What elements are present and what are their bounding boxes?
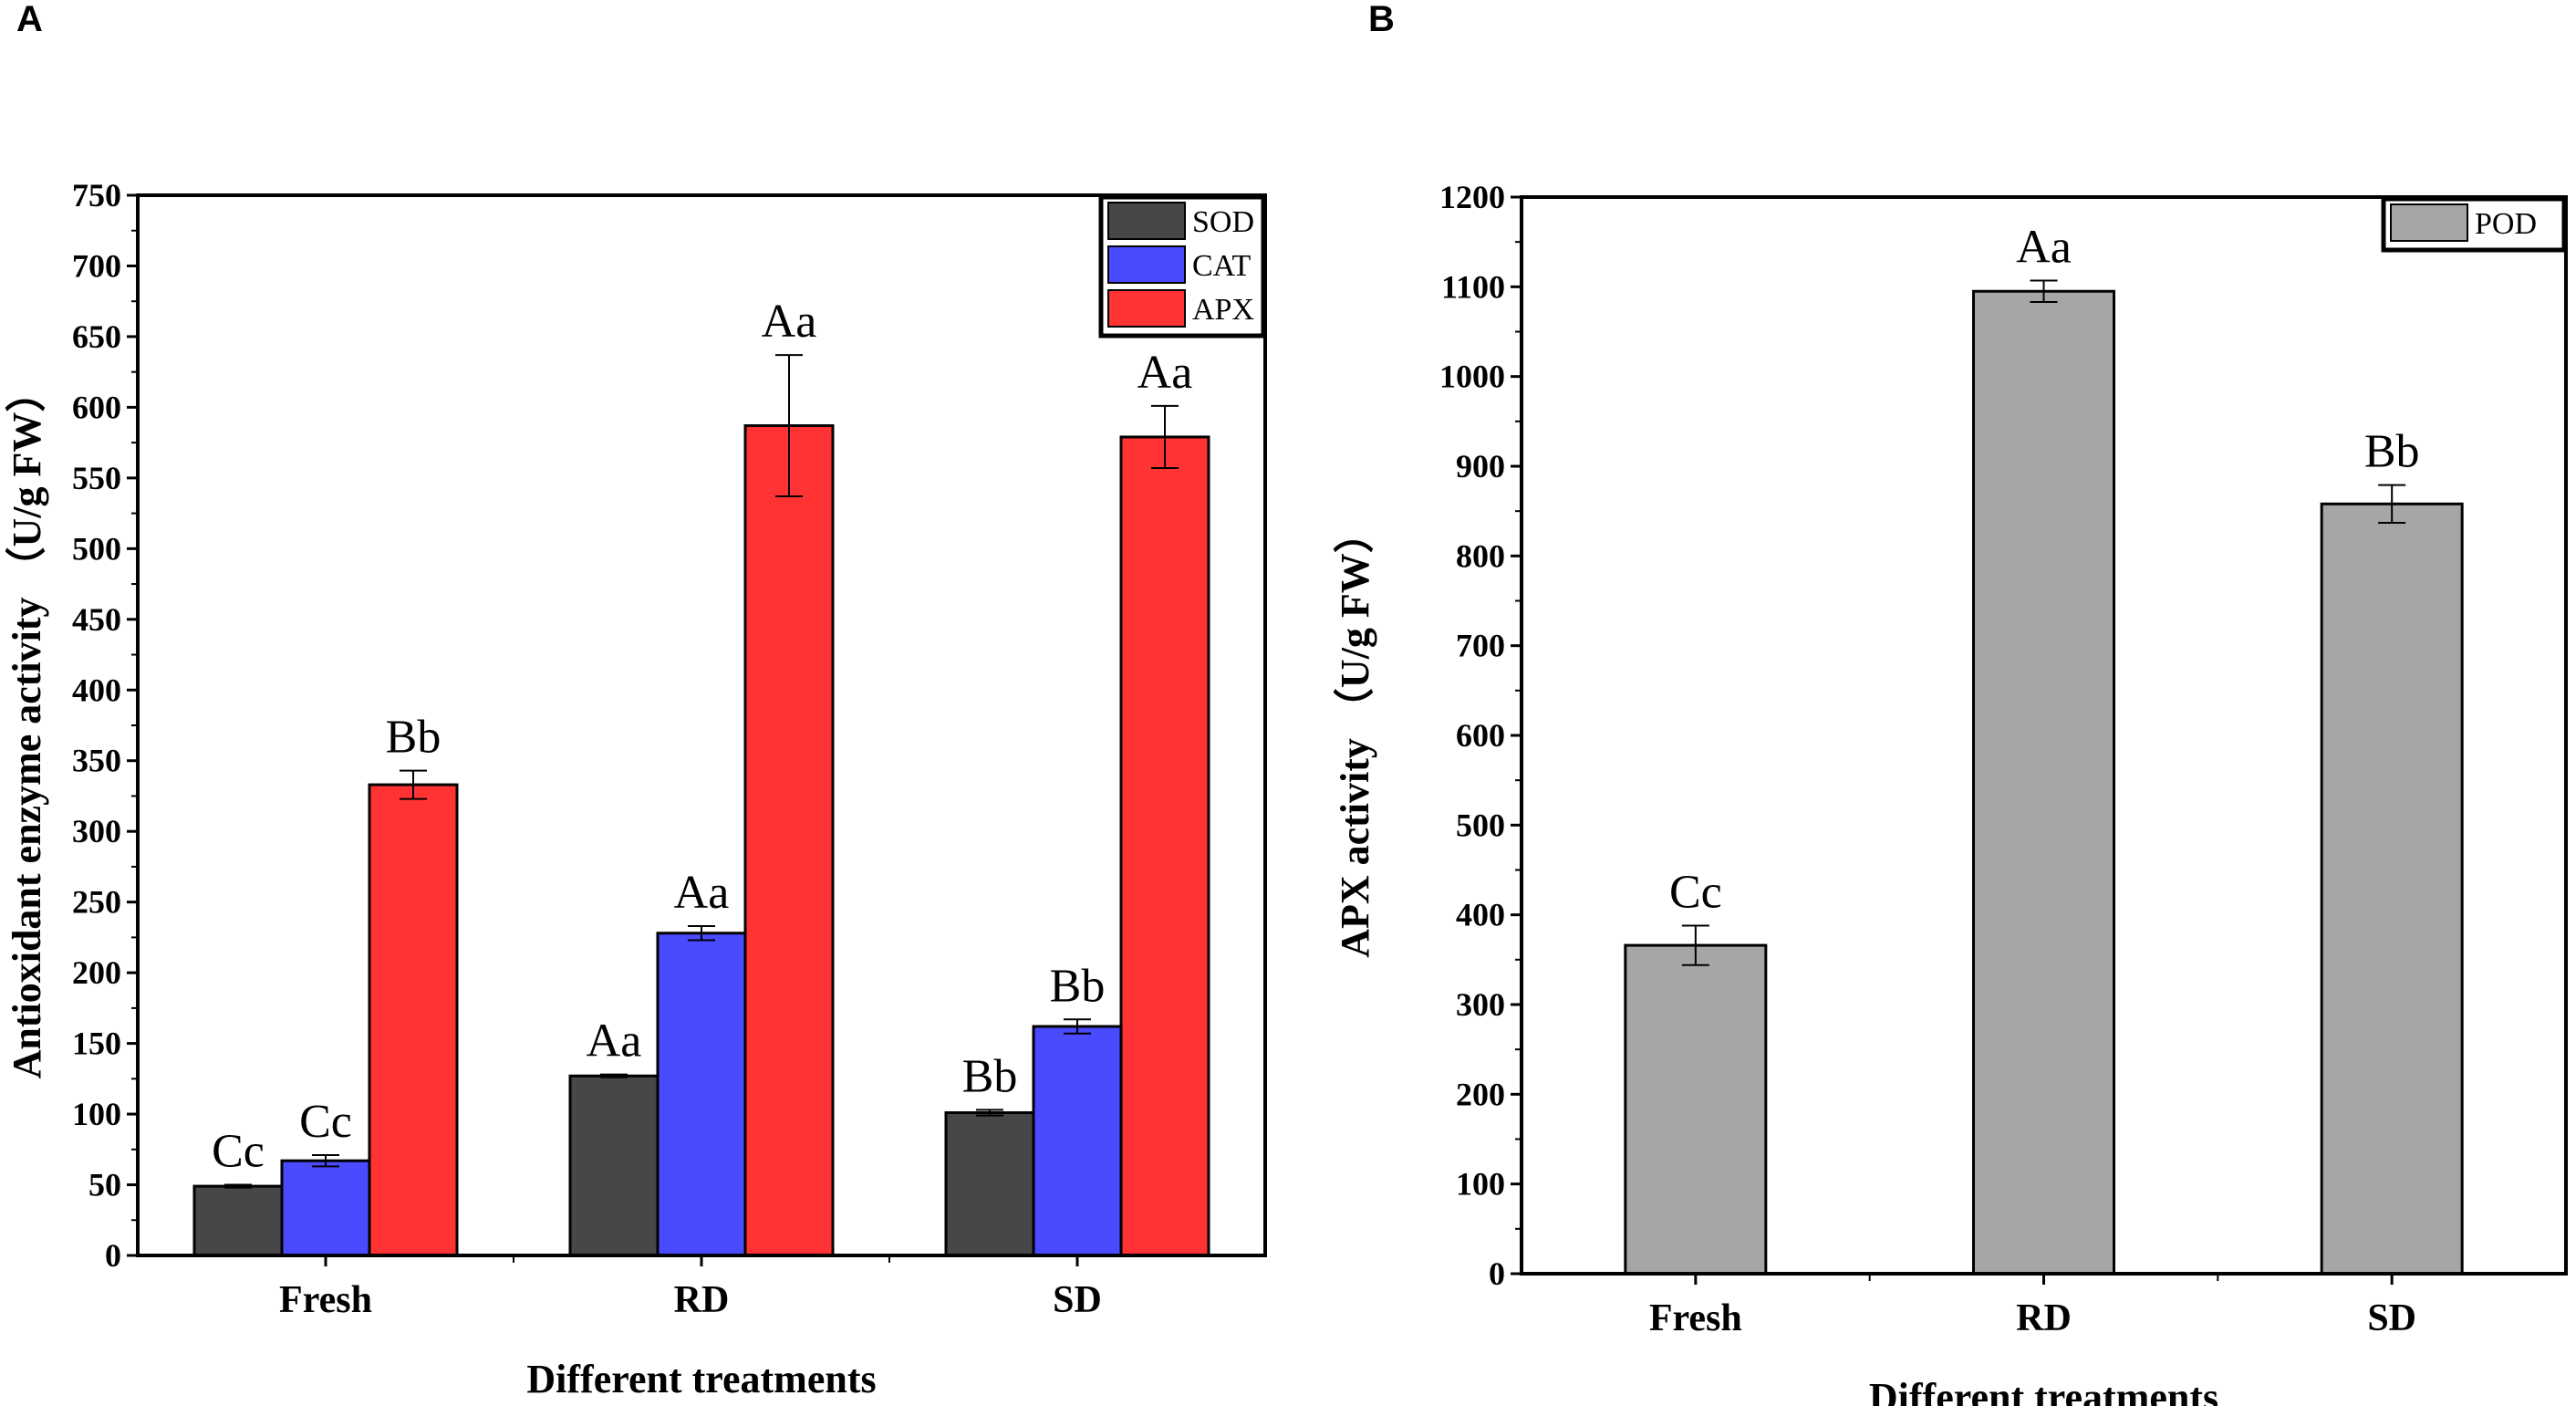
chart-panel-a: A 0 50 100 150 200 250 300 350 400 450 500 550 600 650… [5, 0, 1267, 1401]
panel-letter: A [16, 0, 43, 39]
x-tick-label: RD [2016, 1297, 2072, 1339]
y-tick-label: 650 [72, 318, 121, 355]
legend-swatch-apx [1107, 289, 1186, 328]
legend-label: CAT [1192, 249, 1251, 283]
y-tick-label: 150 [72, 1026, 121, 1062]
x-axis-title: Different treatments [526, 1357, 876, 1401]
significance-label: Bb [1050, 960, 1106, 1012]
y-tick-label: 0 [105, 1237, 121, 1274]
significance-label: Bb [962, 1050, 1018, 1102]
y-tick-label: 250 [72, 884, 121, 921]
plot-frame [136, 193, 1267, 1257]
y-tick-label: 1200 [1439, 179, 1505, 215]
legend-label: POD [2475, 207, 2537, 241]
x-tick-label: Fresh [279, 1279, 372, 1321]
bar-apx [1119, 435, 1210, 1257]
y-tick-label: 100 [72, 1096, 121, 1132]
plot-frame [1520, 195, 2568, 1276]
legend-label: SOD [1192, 205, 1254, 239]
bar-pod [2320, 502, 2464, 1276]
significance-label: Bb [2364, 426, 2420, 478]
significance-label: Cc [212, 1126, 265, 1178]
x-tick-label: SD [1053, 1279, 1102, 1321]
legend: POD [2381, 196, 2567, 253]
bar-sod [192, 1184, 284, 1257]
y-tick-label: 100 [1456, 1166, 1505, 1203]
x-axis-title: Different treatments [1869, 1375, 2218, 1406]
significance-label: Aa [762, 296, 817, 348]
y-tick-label: 500 [1456, 807, 1505, 843]
x-tick-label: Fresh [1649, 1297, 1742, 1339]
y-tick-label: 50 [88, 1167, 121, 1203]
legend: SOD CAT APX [1098, 194, 1266, 338]
y-tick-label: 750 [72, 177, 121, 214]
y-tick-label: 200 [1456, 1076, 1505, 1112]
significance-label: Aa [1137, 347, 1193, 399]
y-tick-label: 350 [72, 743, 121, 779]
bar-apx [743, 424, 835, 1257]
significance-label: Bb [386, 712, 441, 764]
y-tick-label: 300 [72, 813, 121, 849]
y-tick-label: 200 [72, 954, 121, 991]
y-tick-label: 800 [1456, 537, 1505, 574]
significance-label: Aa [2016, 221, 2072, 273]
legend-label: APX [1192, 293, 1254, 327]
x-tick-label: RD [674, 1279, 730, 1321]
y-tick-label: 600 [72, 389, 121, 425]
y-tick-label: 300 [1456, 986, 1505, 1023]
y-tick-label: 1000 [1439, 359, 1505, 395]
y-axis-title: Antioxidant enzyme activity （U/g FW） [5, 372, 49, 1079]
y-tick-label: 700 [72, 247, 121, 284]
y-tick-label: 550 [72, 460, 121, 496]
x-tick-label: SD [2367, 1297, 2416, 1339]
significance-label: Cc [1669, 866, 1722, 918]
y-tick-label: 400 [72, 672, 121, 708]
bar-cat [280, 1159, 371, 1257]
bar-pod [1624, 943, 1768, 1276]
bar-apx [368, 783, 459, 1257]
y-axis-title: APX activity （U/g FW） [1333, 513, 1377, 958]
y-tick-label: 600 [1456, 717, 1505, 754]
legend-swatch-sod [1107, 202, 1186, 240]
bar-sod [944, 1111, 1035, 1257]
y-tick-label: 0 [1489, 1255, 1505, 1292]
bar-pod [1972, 289, 2115, 1276]
legend-swatch-pod [2390, 203, 2468, 242]
y-tick-label: 900 [1456, 448, 1505, 484]
bar-sod [568, 1074, 660, 1257]
y-tick-label: 450 [72, 601, 121, 638]
chart-panel-b: B 0 100 200 300 400 500 600 700 800 900 1000 1100 120… [1333, 0, 2568, 1406]
y-tick-label: 1100 [1441, 268, 1505, 305]
legend-swatch-cat [1107, 245, 1186, 284]
significance-label: Aa [587, 1015, 642, 1068]
significance-label: Aa [674, 867, 730, 919]
y-tick-label: 700 [1456, 628, 1505, 664]
bar-cat [1032, 1025, 1123, 1257]
bar-cat [656, 932, 747, 1257]
y-tick-label: 500 [72, 530, 121, 567]
panel-letter: B [1368, 0, 1395, 39]
significance-label: Cc [299, 1096, 352, 1148]
y-tick-label: 400 [1456, 897, 1505, 933]
